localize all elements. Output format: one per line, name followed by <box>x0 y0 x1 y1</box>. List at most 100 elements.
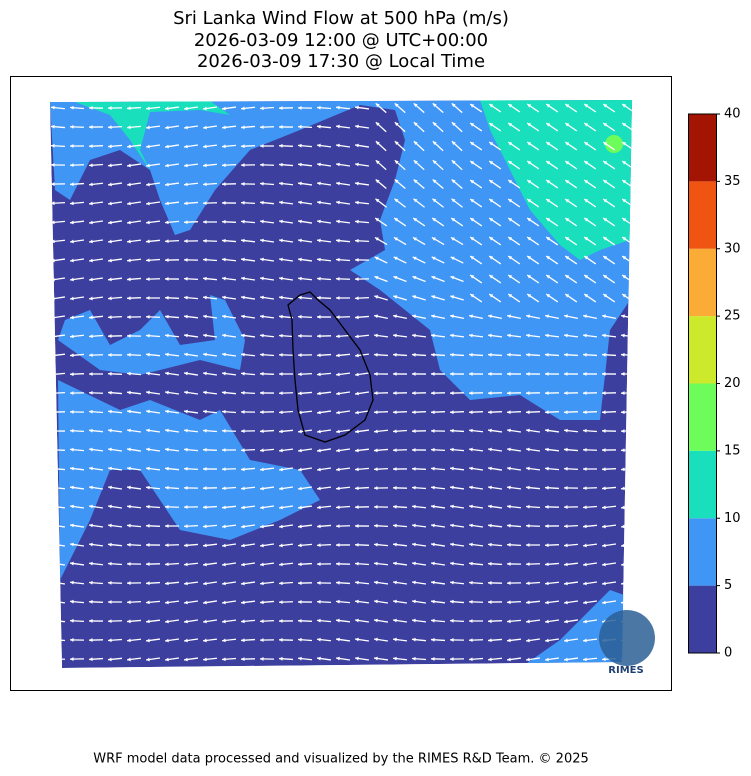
wind-arrow-head <box>584 142 589 146</box>
wind-arrow-head <box>431 561 435 566</box>
wind-arrow-head <box>89 105 93 110</box>
wind-arrow-head <box>51 637 55 642</box>
wind-arrow-head <box>602 428 606 433</box>
wind-arrow-head <box>431 275 436 280</box>
wind-arrow-head <box>621 543 625 548</box>
wind-arrow-head <box>203 106 207 111</box>
wind-arrow-head <box>279 181 283 186</box>
wind-arrow-head <box>241 543 245 548</box>
wind-arrow-head <box>546 275 551 279</box>
wind-arrow-head <box>51 466 55 471</box>
wind-arrow-head <box>165 581 169 586</box>
wind-arrow-head <box>412 372 416 376</box>
wind-arrow-head <box>546 142 551 146</box>
wind-arrow-head <box>355 296 359 301</box>
wind-arrow-head <box>565 180 570 184</box>
wind-arrow-head <box>355 124 359 129</box>
wind-arrow-head <box>298 162 302 167</box>
wind-arrow-head <box>393 256 398 261</box>
wind-arrow-head <box>336 599 340 604</box>
wind-arrow-head <box>450 333 454 338</box>
wind-arrow-head <box>621 467 625 472</box>
wind-arrow-head <box>108 428 112 433</box>
wind-arrow-head <box>469 542 473 547</box>
wind-arrow-head <box>203 486 207 491</box>
wind-arrow-head <box>146 543 150 547</box>
wind-arrow-head <box>336 561 340 566</box>
wind-arrow-head <box>526 352 530 357</box>
wind-arrow-head <box>184 486 188 490</box>
wind-arrow-head <box>336 334 340 339</box>
wind-arrow-head <box>70 372 74 377</box>
wind-arrow-head <box>51 504 55 509</box>
wind-arrow-head <box>317 372 321 377</box>
wind-arrow-head <box>507 428 511 433</box>
wind-arrow-head <box>489 123 494 127</box>
wind-arrow-head <box>298 391 302 396</box>
wind-arrow-head <box>583 352 587 357</box>
wind-arrow-head <box>488 410 492 415</box>
wind-arrow-head <box>355 372 359 377</box>
wind-arrow-head <box>184 314 188 319</box>
wind-arrow-head <box>431 410 435 415</box>
wind-arrow-head <box>336 656 340 661</box>
wind-arrow-head <box>583 314 587 319</box>
wind-arrow-head <box>621 410 625 415</box>
wind-arrow-head <box>526 619 530 624</box>
wind-arrow-head <box>51 182 55 186</box>
wind-arrow-head <box>355 105 359 110</box>
wind-arrow-head <box>622 161 627 165</box>
wind-arrow-head <box>298 372 302 377</box>
wind-arrow-head <box>508 123 513 127</box>
wind-arrow-head <box>146 296 150 300</box>
wind-arrow-head <box>317 581 321 585</box>
wind-arrow-head <box>222 505 226 510</box>
wind-arrow-head <box>489 180 494 184</box>
wind-arrow-head <box>222 352 226 357</box>
wind-arrow-head <box>394 122 399 127</box>
wind-arrow-head <box>279 143 283 148</box>
wind-arrow-head <box>564 562 568 567</box>
wind-arrow-head <box>165 333 169 338</box>
wind-arrow-head <box>469 352 473 357</box>
wind-arrow-head <box>621 352 625 357</box>
wind-arrow-head <box>260 144 264 148</box>
wind-arrow-head <box>298 656 302 661</box>
colorbar-tick-label: 40 <box>724 107 741 122</box>
wind-arrow-head <box>469 410 473 415</box>
wind-arrow-head <box>393 333 397 338</box>
wind-arrow-head <box>241 163 245 167</box>
wind-arrow-head <box>412 237 417 241</box>
wind-arrow-head <box>489 218 494 222</box>
wind-arrow-head <box>488 504 492 509</box>
wind-arrow-head <box>317 637 321 642</box>
wind-arrow-head <box>602 352 606 357</box>
wind-arrow-head <box>583 447 587 452</box>
wind-arrow-head <box>279 467 283 472</box>
wind-arrow-head <box>241 238 245 243</box>
wind-arrow-head <box>413 218 418 222</box>
wind-arrow-head <box>470 123 475 127</box>
wind-arrow-head <box>184 182 188 187</box>
wind-arrow-head <box>184 447 188 452</box>
wind-arrow-head <box>127 352 131 357</box>
wind-arrow-head <box>507 391 511 396</box>
wind-arrow-head <box>621 448 625 453</box>
wind-arrow-head <box>279 656 283 661</box>
wind-arrow-head <box>450 599 454 604</box>
wind-arrow-head <box>127 144 131 149</box>
wind-arrow-head <box>355 561 359 566</box>
wind-arrow-head <box>584 180 589 184</box>
wind-arrow-head <box>241 276 245 281</box>
wind-arrow-head <box>489 275 494 279</box>
wind-arrow-head <box>526 428 530 433</box>
wind-arrow-head <box>450 447 454 452</box>
wind-arrow-head <box>603 218 608 222</box>
wind-arrow-head <box>545 581 549 586</box>
wind-arrow-head <box>51 391 55 396</box>
wind-arrow-head <box>108 106 112 110</box>
wind-arrow-head <box>222 562 226 567</box>
wind-arrow-head <box>146 638 150 643</box>
wind-arrow-head <box>260 162 264 167</box>
wind-arrow-head <box>564 638 568 643</box>
